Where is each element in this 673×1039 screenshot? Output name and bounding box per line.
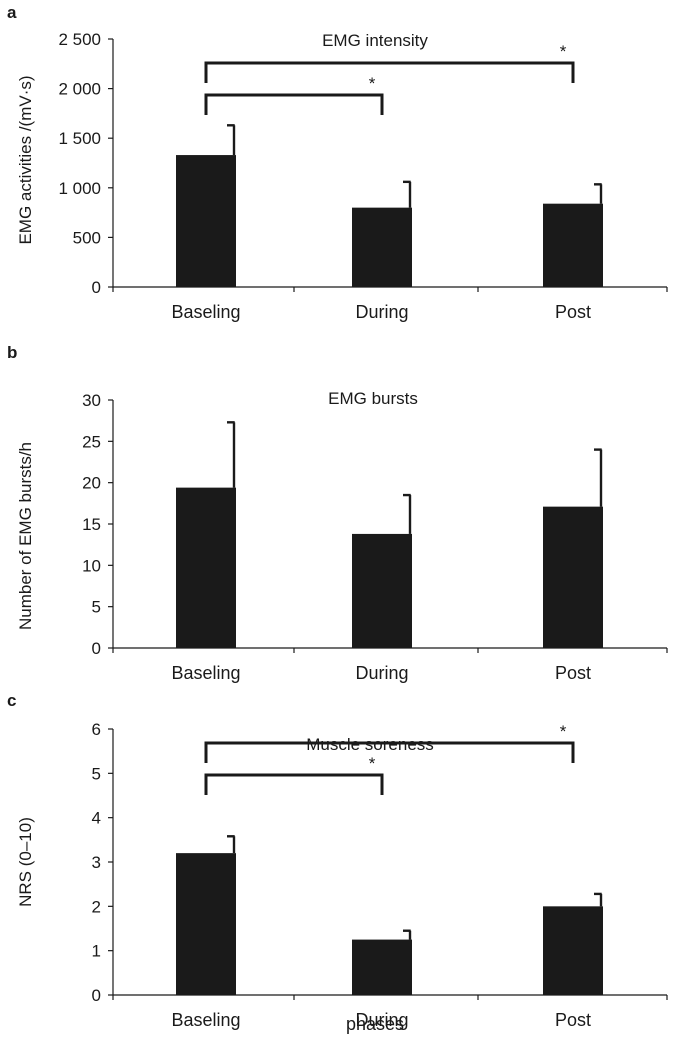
bar-during — [352, 207, 412, 287]
x-tick-label: During — [355, 1010, 408, 1030]
y-tick-label: 5 — [92, 598, 101, 617]
significance-star: * — [369, 74, 376, 93]
bar-post — [543, 506, 603, 648]
bar-post — [543, 203, 603, 287]
y-tick-label: 5 — [92, 764, 101, 783]
significance-star: * — [560, 722, 567, 741]
y-tick-label: 2 500 — [58, 30, 101, 49]
significance-bracket — [204, 93, 384, 115]
y-axis-label-c: NRS (0–10) — [16, 817, 35, 907]
panel-c: c Muscle soreness NRS (0–10) phases 0123… — [7, 691, 668, 1034]
y-tick-label: 20 — [82, 474, 101, 493]
y-axis-label-a: EMG activities /(mV·s) — [16, 75, 35, 244]
y-tick-label: 3 — [92, 853, 101, 872]
y-tick-label: 500 — [73, 228, 101, 247]
bar-baseling — [176, 853, 236, 995]
y-tick-label: 1 — [92, 942, 101, 961]
bar-post — [543, 906, 603, 995]
x-tick-label: Post — [555, 302, 591, 322]
chart-title-a: EMG intensity — [322, 31, 428, 50]
x-tick-label: Post — [555, 663, 591, 683]
y-tick-label: 4 — [92, 809, 101, 828]
panel-letter-b: b — [7, 343, 17, 362]
bar-during — [352, 533, 412, 648]
y-axis-label-b: Number of EMG bursts/h — [16, 442, 35, 630]
panel-letter-a: a — [7, 3, 17, 22]
y-tick-label: 1 500 — [58, 129, 101, 148]
bar-baseling — [176, 155, 236, 287]
panel-letter-c: c — [7, 691, 16, 710]
x-tick-label: During — [355, 663, 408, 683]
x-tick-label: Baseling — [171, 302, 240, 322]
x-tick-label: Post — [555, 1010, 591, 1030]
y-tick-label: 15 — [82, 515, 101, 534]
panel-a: a EMG intensity EMG activities /(mV·s) 0… — [7, 3, 668, 322]
significance-bracket — [204, 61, 575, 83]
x-tick-label: Baseling — [171, 1010, 240, 1030]
x-axis-label-c: phases — [346, 1014, 404, 1034]
bar-during — [352, 939, 412, 995]
significance-bracket — [204, 773, 384, 795]
significance-bracket — [204, 741, 575, 763]
x-tick-label: Baseling — [171, 663, 240, 683]
chart-title-b: EMG bursts — [328, 389, 418, 408]
y-tick-label: 0 — [92, 986, 101, 1005]
panel-b: b EMG bursts Number of EMG bursts/h 0 5 10… — [7, 343, 668, 683]
y-tick-label: 30 — [82, 391, 101, 410]
significance-star: * — [560, 42, 567, 61]
y-tick-label: 0 — [92, 278, 101, 297]
x-tick-label: During — [355, 302, 408, 322]
y-tick-label: 0 — [92, 639, 101, 658]
y-tick-label: 25 — [82, 432, 101, 451]
y-tick-label: 6 — [92, 720, 101, 739]
significance-star: * — [369, 754, 376, 773]
y-tick-label: 2 000 — [58, 80, 101, 99]
y-tick-label: 10 — [82, 556, 101, 575]
y-tick-label: 1 000 — [58, 179, 101, 198]
y-tick-label: 2 — [92, 897, 101, 916]
bar-baseling — [176, 487, 236, 648]
